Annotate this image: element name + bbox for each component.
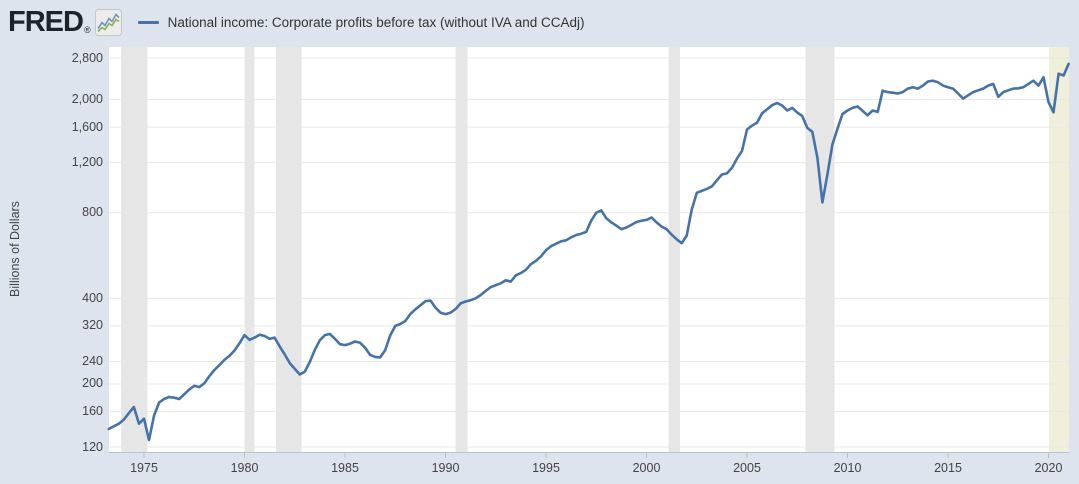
x-tick-label: 2020 <box>1034 461 1063 475</box>
x-tick-label: 2010 <box>833 461 862 475</box>
legend-label: National income: Corporate profits befor… <box>167 14 585 30</box>
x-tick-label: 1975 <box>130 461 158 475</box>
x-tick-label: 1985 <box>331 461 359 475</box>
registered-trademark-icon: ® <box>83 25 91 35</box>
x-tick-label: 1990 <box>431 461 460 475</box>
recent-period-band <box>1048 47 1069 452</box>
y-tick-label: 1,200 <box>71 155 103 170</box>
legend-line-swatch <box>137 20 159 24</box>
y-tick-label: 320 <box>82 318 103 333</box>
x-tick-label: 2015 <box>934 461 962 475</box>
fred-logo-text: FRED <box>8 6 84 38</box>
y-tick-label: 200 <box>82 376 103 391</box>
recession-band <box>244 47 255 452</box>
x-tick-label: 2000 <box>632 461 661 475</box>
y-tick-label: 800 <box>82 205 103 220</box>
y-tick-label: 400 <box>82 290 103 305</box>
chart-header: FRED ® National income: Corporate profits… <box>0 0 1079 44</box>
y-tick-label: 240 <box>82 353 103 368</box>
data-line <box>107 62 1070 442</box>
fred-sparkline-icon <box>94 8 122 36</box>
y-tick-label: 160 <box>82 404 103 419</box>
recession-band <box>668 47 681 452</box>
recession-band <box>805 47 835 452</box>
y-tick-label: 2,000 <box>71 92 103 107</box>
plot-background <box>109 47 1069 452</box>
y-tick-label: 1,600 <box>71 119 103 134</box>
fred-logo[interactable]: FRED ® <box>8 0 91 44</box>
x-tick-label: 1980 <box>230 461 259 475</box>
recession-band <box>455 47 468 452</box>
y-tick-label: 2,800 <box>71 50 103 65</box>
y-tick-label: 120 <box>82 439 103 454</box>
x-tick-label: 2005 <box>733 461 761 475</box>
recession-band <box>276 47 302 452</box>
recession-band <box>121 47 148 452</box>
x-tick-label: 1995 <box>532 461 560 475</box>
